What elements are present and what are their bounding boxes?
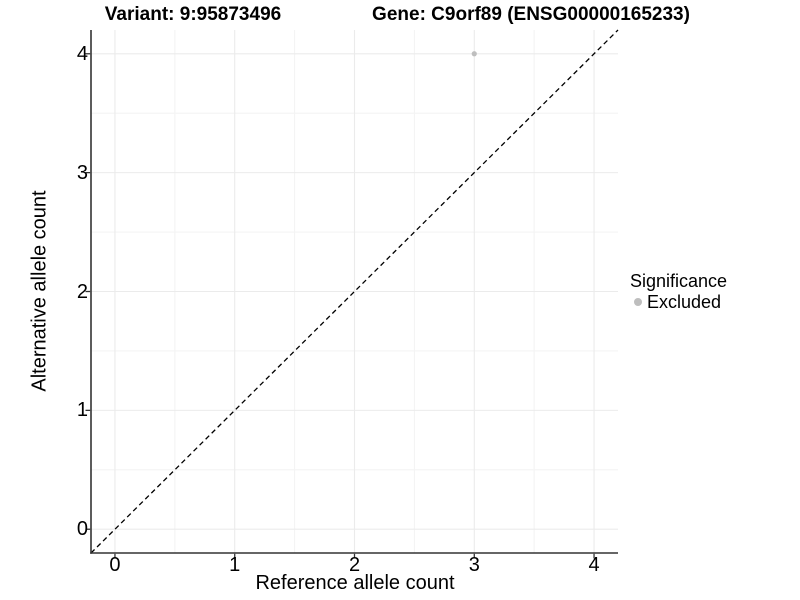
- gene-title: Gene: C9orf89 (ENSG00000165233): [372, 4, 690, 25]
- y-axis-tick-label: 3: [76, 161, 88, 184]
- variant-title: Variant: 9:95873496: [104, 4, 282, 25]
- y-axis-tick-label: 0: [76, 518, 88, 541]
- legend-title: Significance: [630, 271, 728, 291]
- legend-point-icon: [634, 298, 642, 306]
- data-point: [471, 51, 477, 57]
- x-axis-tick-label: 2: [348, 554, 361, 576]
- x-axis-tick-label: 1: [229, 554, 241, 576]
- legend-item: Excluded: [630, 292, 727, 312]
- x-axis-tick-label: 0: [109, 554, 121, 576]
- x-axis-tick-label: 3: [468, 554, 480, 576]
- x-axis-tick-label: 4: [588, 554, 600, 576]
- identity-reference-line: [90, 29, 619, 554]
- legend: Significance Excluded: [630, 270, 727, 312]
- legend-item-label: Excluded: [647, 291, 722, 312]
- legend-items: Excluded: [630, 292, 727, 312]
- y-axis-tick-label: 1: [76, 399, 88, 422]
- x-axis-title: Reference allele count: [255, 572, 455, 594]
- y-axis-tick-label: 4: [76, 42, 88, 65]
- y-axis-tick-label: 2: [76, 280, 88, 303]
